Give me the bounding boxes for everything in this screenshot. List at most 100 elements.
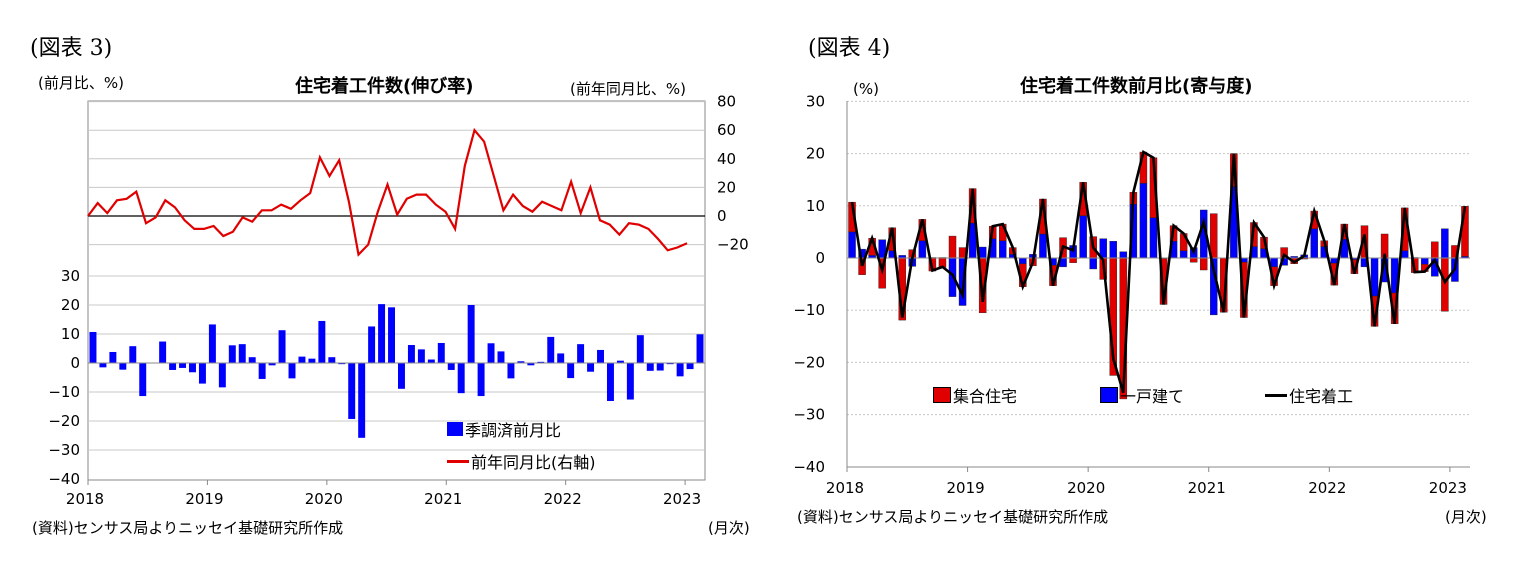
- bar-mom: [288, 363, 296, 379]
- y-tick-label: −10: [793, 301, 825, 319]
- legend-item-multi-family: 集合住宅: [933, 383, 1017, 407]
- figure-4-panel: (図表 4) (%) 住宅着工件数前月比(寄与度) 30 20 10 0 −10 −20 −…: [765, 0, 1526, 562]
- x-tick-label: 2021: [424, 490, 462, 508]
- x-tick-label: 2022: [544, 490, 582, 508]
- source-note: (資料)センサス局よりニッセイ基礎研究所作成: [797, 508, 1109, 526]
- bar-mom: [358, 363, 366, 438]
- x-tick-label: 2021: [1188, 479, 1226, 497]
- bar-single-family: [978, 246, 987, 259]
- bar-mom: [557, 353, 565, 363]
- bar-mom: [447, 363, 455, 370]
- left-tick-label: −10: [48, 383, 80, 401]
- bar-single-family: [1079, 215, 1087, 259]
- bar-mom: [238, 344, 246, 363]
- month-unit: (月次): [1445, 508, 1487, 526]
- bar-mom: [527, 363, 535, 366]
- bar-mom: [169, 363, 177, 370]
- left-tick-label: −20: [48, 412, 80, 430]
- legend-item-yoy: 前年同月比(右軸): [447, 449, 596, 473]
- bar-mom: [89, 331, 97, 363]
- legend-line-black: [1265, 393, 1287, 397]
- figure-3-panel: (図表 3) (前月比、%) 住宅着工件数(伸び率) (前年同月比、%) 30 2…: [0, 0, 760, 562]
- left-tick-label: 0: [70, 354, 80, 372]
- y-tick-label: 30: [806, 92, 825, 110]
- right-tick-label: 0: [717, 207, 727, 225]
- right-tick-label: 20: [717, 178, 736, 196]
- bar-single-family: [1139, 183, 1148, 259]
- bar-mom: [606, 363, 614, 401]
- bar-mom: [597, 349, 604, 363]
- bar-mom: [417, 349, 425, 363]
- bar-mom: [129, 346, 137, 363]
- bar-mom: [109, 351, 117, 363]
- bar-mom: [547, 336, 555, 363]
- bar-single-family: [1400, 250, 1409, 259]
- bar-single-family: [918, 240, 927, 259]
- bar-mom: [666, 363, 674, 365]
- growth-rate-chart: 30 20 10 0 −10 −20 −30 −40 80 60 40 20 0 −20 2018 2019 2…: [48, 93, 748, 508]
- bar-mom: [467, 305, 475, 363]
- bar-multi-family: [1199, 257, 1208, 271]
- bar-mom: [308, 358, 316, 363]
- bar-mom: [248, 357, 256, 363]
- bar-mom: [686, 363, 694, 370]
- bar-mom: [537, 361, 545, 363]
- x-tick-label: 2022: [1308, 479, 1346, 497]
- bar-single-family: [1019, 257, 1027, 264]
- bar-mom: [656, 363, 664, 371]
- bar-mom: [626, 363, 634, 400]
- right-tick-label: 80: [717, 93, 736, 111]
- legend-label-single-family: 一戸建て: [1120, 387, 1185, 406]
- bar-mom: [119, 363, 127, 370]
- bar-mom: [487, 343, 495, 363]
- left-tick-label: 20: [61, 296, 80, 314]
- bar-mom: [507, 363, 515, 379]
- bar-mom: [477, 363, 485, 397]
- left-tick-label: 30: [61, 267, 80, 285]
- legend-label-housing-starts: 住宅着工: [1289, 387, 1354, 406]
- bar-mom: [616, 360, 624, 363]
- left-axis-unit: (前月比、%): [38, 74, 124, 92]
- bar-single-family: [1149, 217, 1158, 259]
- y-tick-label: −20: [793, 353, 825, 371]
- bar-single-family: [1441, 228, 1449, 259]
- legend-item-mom: 季調済前月比: [447, 417, 561, 441]
- legend-swatch-blue: [447, 422, 463, 436]
- bar-multi-family: [948, 235, 957, 259]
- bar-multi-family: [1210, 213, 1218, 259]
- y-tick-label: 10: [806, 197, 825, 215]
- right-axis-unit: (前年同月比、%): [570, 80, 686, 98]
- legend-label-yoy: 前年同月比(右軸): [471, 453, 596, 472]
- bar-mom: [328, 357, 336, 363]
- right-tick-label: 60: [717, 121, 736, 139]
- source-note: (資料)センサス局よりニッセイ基礎研究所作成: [32, 519, 344, 537]
- x-tick-label: 2019: [946, 479, 984, 497]
- bar-single-family: [999, 240, 1007, 259]
- bar-mom: [457, 363, 465, 394]
- bar-mom: [517, 361, 525, 363]
- bar-single-family: [1109, 241, 1118, 259]
- x-tick-label: 2023: [1429, 479, 1467, 497]
- legend-item-single-family: 一戸建て: [1100, 383, 1184, 407]
- bar-single-family: [1179, 250, 1188, 259]
- bar-mom: [398, 363, 405, 389]
- bar-mom: [189, 363, 196, 373]
- bar-multi-family: [1189, 257, 1198, 263]
- x-tick-label: 2018: [66, 490, 104, 508]
- bar-single-family: [1421, 257, 1429, 265]
- bar-single-family: [848, 231, 856, 259]
- bar-single-family: [1039, 233, 1047, 259]
- bar-mom: [646, 363, 654, 371]
- bar-mom: [179, 363, 187, 368]
- bar-multi-family: [1441, 257, 1449, 312]
- legend-line-red: [447, 459, 469, 463]
- left-tick-label: 10: [61, 325, 80, 343]
- bar-single-family: [1119, 251, 1128, 259]
- month-unit: (月次): [708, 519, 750, 537]
- legend-swatch-blue: [1100, 387, 1118, 403]
- bar-mom: [218, 363, 226, 388]
- left-tick-label: −30: [48, 441, 80, 459]
- bar-multi-family: [1431, 241, 1439, 259]
- legend-item-housing-starts: 住宅着工: [1265, 383, 1353, 407]
